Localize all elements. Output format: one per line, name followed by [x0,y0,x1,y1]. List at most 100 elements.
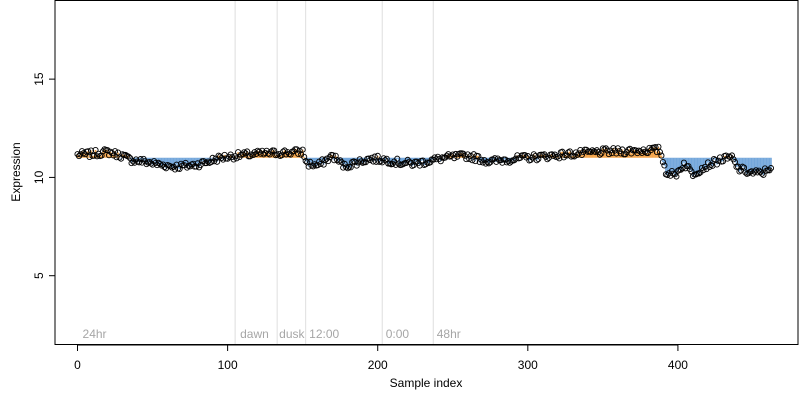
data-point [131,159,138,166]
data-point [241,149,248,156]
data-point [760,171,767,178]
data-point [74,151,81,158]
data-point [290,148,297,155]
data-point [529,154,536,161]
data-point [578,151,585,159]
x-axis: 0 100 200 300 400 [74,344,688,372]
data-point [275,150,282,158]
data-point [659,159,666,166]
data-point [503,159,510,166]
annotation-label: dusk [279,327,305,341]
data-point [589,147,596,154]
data-point [263,147,270,154]
data-point [319,156,326,163]
data-point [661,162,668,169]
data-point [638,149,645,156]
data-point [266,151,273,158]
data-point [347,164,354,171]
data-point [337,157,344,164]
data-point [358,158,365,165]
data-point [99,148,107,155]
data-point [574,151,581,158]
data-point [554,153,561,160]
data-point [736,168,743,175]
data-point [437,158,444,165]
data-point [601,146,608,153]
data-point [278,152,285,159]
data-point [505,157,512,165]
data-point [143,160,150,168]
data-point [556,155,563,162]
data-point [281,147,288,154]
data-point [530,151,537,158]
data-point [745,170,752,177]
data-point [322,157,329,164]
data-point [335,158,342,165]
data-point [728,152,736,159]
data-point [758,170,766,177]
data-point [368,154,375,161]
data-point [658,152,665,159]
data-point [260,151,267,158]
data-point [403,159,410,167]
data-point [559,148,566,155]
data-point [742,169,749,176]
data-point [209,154,216,161]
annotation-label: dawn [240,327,269,341]
data-point [287,151,294,158]
data-point [314,162,321,169]
data-point [689,172,696,180]
data-point [92,146,99,154]
data-point [442,154,449,161]
x-tick-label: 300 [518,358,538,372]
data-point [508,158,515,165]
data-point [596,151,603,158]
data-point [395,160,402,167]
data-point [158,162,165,169]
data-point [685,163,692,170]
data-point [628,150,635,157]
data-point [340,164,347,171]
annotation-label: 0:00 [386,327,410,341]
data-point [296,147,303,154]
annotations: 24hr dawn dusk 12:00 0:00 48hr [83,327,461,341]
data-point [706,163,713,170]
data-point [587,149,594,156]
annotation-label: 24hr [83,327,107,341]
data-point [565,149,572,156]
data-point [149,161,156,168]
data-point [593,147,600,154]
data-point [466,156,473,163]
data-point [472,158,479,165]
data-point [443,152,450,159]
data-point [136,159,143,166]
data-point [749,170,757,177]
x-tick-label: 100 [218,358,238,372]
annotation-label: 12:00 [309,327,339,341]
data-point [563,152,570,159]
y-axis-title: Expression [9,142,23,201]
data-point [494,155,501,162]
data-point [467,152,474,159]
data-point [751,168,758,175]
data-point [268,148,275,155]
data-point [461,152,468,159]
data-point [230,156,237,163]
annotation-label: 48hr [437,327,461,341]
data-point [604,147,611,154]
data-point [727,154,734,161]
data-point [295,150,302,157]
data-point [75,153,83,160]
data-point [128,160,135,167]
y-tick-label: 10 [32,170,46,184]
data-point [605,151,612,158]
data-point [674,167,681,174]
data-point [380,155,387,162]
data-point [365,155,372,162]
data-point [382,157,389,164]
data-point [233,155,240,162]
data-point [548,151,555,158]
data-point [299,146,306,153]
data-point [550,152,557,159]
data-point [715,157,722,164]
